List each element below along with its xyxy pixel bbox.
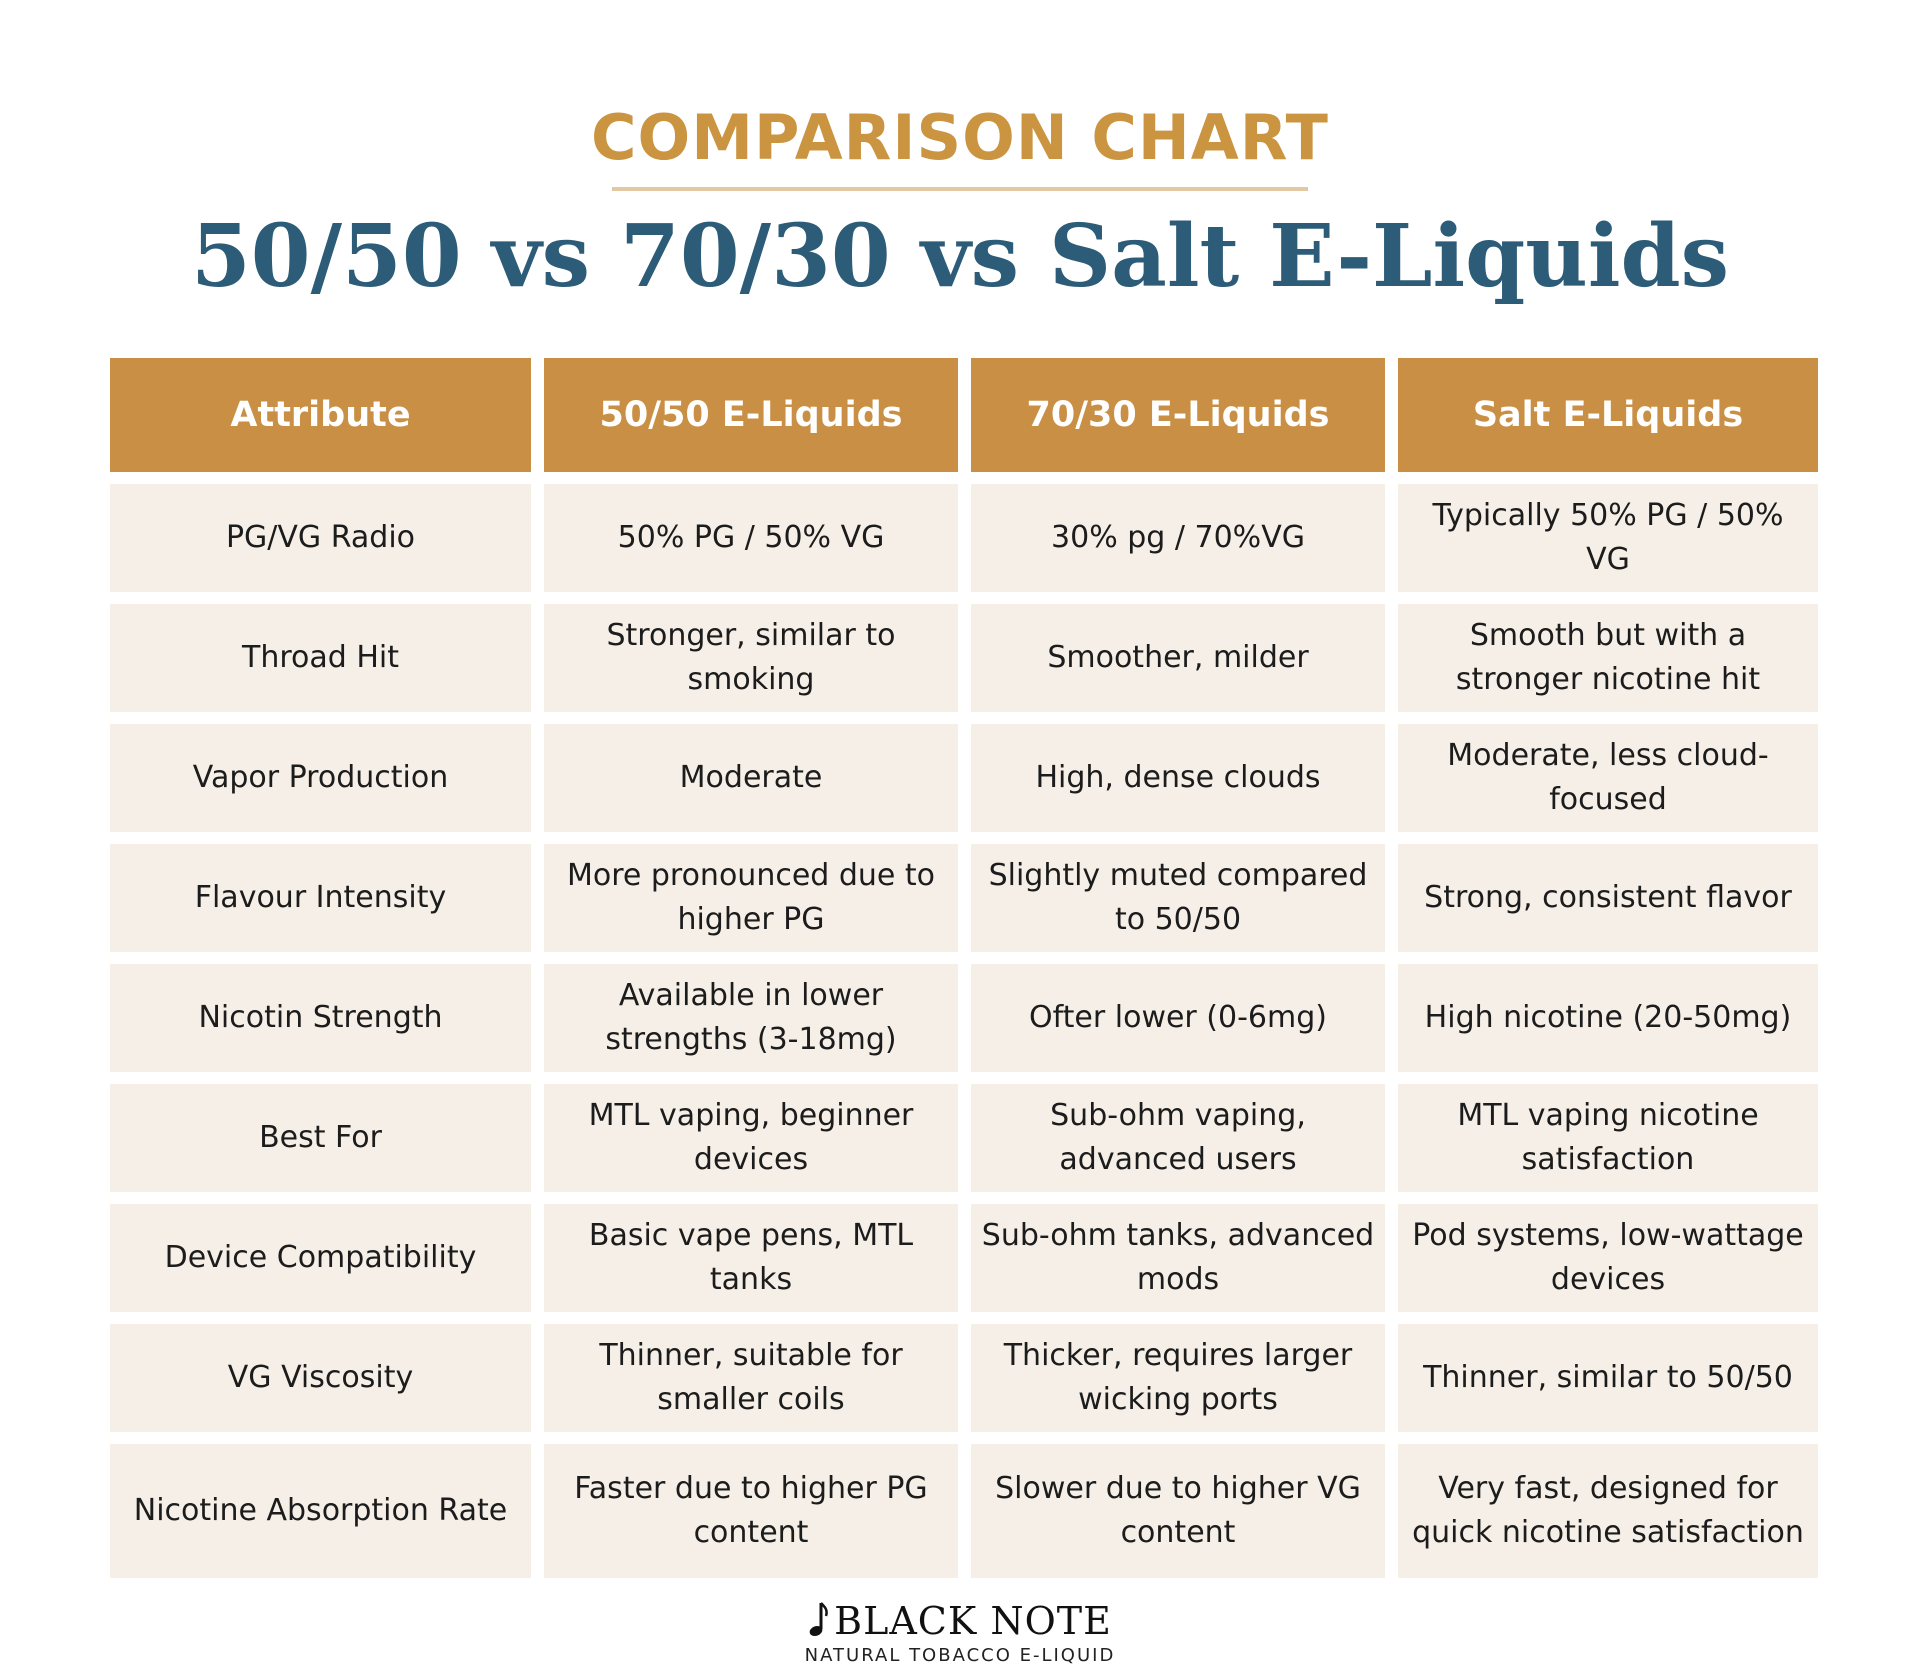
- table-cell: Typically 50% PG / 50% VG: [1398, 484, 1818, 592]
- table-cell: Smooth but with a stronger nicotine hit: [1398, 604, 1818, 712]
- table-cell: MTL vaping, beginner devices: [544, 1084, 958, 1192]
- table-cell: 50% PG / 50% VG: [544, 484, 958, 592]
- column-header: 50/50 E-Liquids: [544, 358, 958, 472]
- page-title: 50/50 vs 70/30 vs Salt E-Liquids: [190, 206, 1730, 307]
- column-header: Salt E-Liquids: [1398, 358, 1818, 472]
- table-cell: PG/VG Radio: [110, 484, 531, 592]
- table-row: Nicotin Strength Available in lower stre…: [110, 964, 1818, 1072]
- table-cell: Flavour Intensity: [110, 844, 531, 952]
- chart-kicker: COMPARISON CHART: [591, 101, 1329, 174]
- table-cell: Basic vape pens, MTL tanks: [544, 1204, 958, 1312]
- table-cell: MTL vaping nicotine satisfaction: [1398, 1084, 1818, 1192]
- table-cell: Thicker, requires larger wicking ports: [971, 1324, 1385, 1432]
- table-row: Best For MTL vaping, beginner devices Su…: [110, 1084, 1818, 1192]
- table-cell: Thinner, suitable for smaller coils: [544, 1324, 958, 1432]
- table-row: PG/VG Radio 50% PG / 50% VG 30% pg / 70%…: [110, 484, 1818, 592]
- table-cell: Faster due to higher PG content: [544, 1444, 958, 1578]
- table-cell: Moderate: [544, 724, 958, 832]
- table-cell: VG Viscosity: [110, 1324, 531, 1432]
- table-cell: Device Compatibility: [110, 1204, 531, 1312]
- table-cell: Strong, consistent flavor: [1398, 844, 1818, 952]
- table-row: Nicotine Absorption Rate Faster due to h…: [110, 1444, 1818, 1578]
- table-cell: More pronounced due to higher PG: [544, 844, 958, 952]
- music-note-icon: [809, 1602, 829, 1637]
- table-cell: Thinner, similar to 50/50: [1398, 1324, 1818, 1432]
- table-cell: Sub-ohm tanks, advanced mods: [971, 1204, 1385, 1312]
- table-row: VG Viscosity Thinner, suitable for small…: [110, 1324, 1818, 1432]
- table-row: Vapor Production Moderate High, dense cl…: [110, 724, 1818, 832]
- table-cell: Best For: [110, 1084, 531, 1192]
- brand-tagline: NATURAL TOBACCO E-LIQUID: [804, 1645, 1116, 1666]
- table-header-row: Attribute 50/50 E-Liquids 70/30 E-Liquid…: [110, 358, 1818, 472]
- table-cell: Pod systems, low-wattage devices: [1398, 1204, 1818, 1312]
- column-header: Attribute: [110, 358, 531, 472]
- table-cell: Nicotine Absorption Rate: [110, 1444, 531, 1578]
- brand-logo: BLACK NOTE NATURAL TOBACCO E-LIQUID: [0, 1600, 1920, 1667]
- table-cell: Moderate, less cloud-focused: [1398, 724, 1818, 832]
- table-row: Flavour Intensity More pronounced due to…: [110, 844, 1818, 952]
- table-cell: Very fast, designed for quick nicotine s…: [1398, 1444, 1818, 1578]
- table-cell: Slower due to higher VG content: [971, 1444, 1385, 1578]
- table-cell: Sub-ohm vaping, advanced users: [971, 1084, 1385, 1192]
- table-cell: Available in lower strengths (3-18mg): [544, 964, 958, 1072]
- table-cell: Nicotin Strength: [110, 964, 531, 1072]
- table-cell: Stronger, similar to smoking: [544, 604, 958, 712]
- comparison-table: Attribute 50/50 E-Liquids 70/30 E-Liquid…: [110, 358, 1818, 1590]
- column-header: 70/30 E-Liquids: [971, 358, 1385, 472]
- brand-wordmark: BLACK NOTE: [808, 1600, 1112, 1642]
- table-row: Throad Hit Stronger, similar to smoking …: [110, 604, 1818, 712]
- table-cell: Slightly muted compared to 50/50: [971, 844, 1385, 952]
- table-cell: High, dense clouds: [971, 724, 1385, 832]
- table-cell: High nicotine (20-50mg): [1398, 964, 1818, 1072]
- table-cell: Vapor Production: [110, 724, 531, 832]
- table-cell: Ofter lower (0-6mg): [971, 964, 1385, 1072]
- table-cell: Smoother, milder: [971, 604, 1385, 712]
- table-cell: Throad Hit: [110, 604, 531, 712]
- table-cell: 30% pg / 70%VG: [971, 484, 1385, 592]
- table-row: Device Compatibility Basic vape pens, MT…: [110, 1204, 1818, 1312]
- brand-name: BLACK NOTE: [834, 1599, 1112, 1643]
- kicker-underline: [612, 187, 1308, 191]
